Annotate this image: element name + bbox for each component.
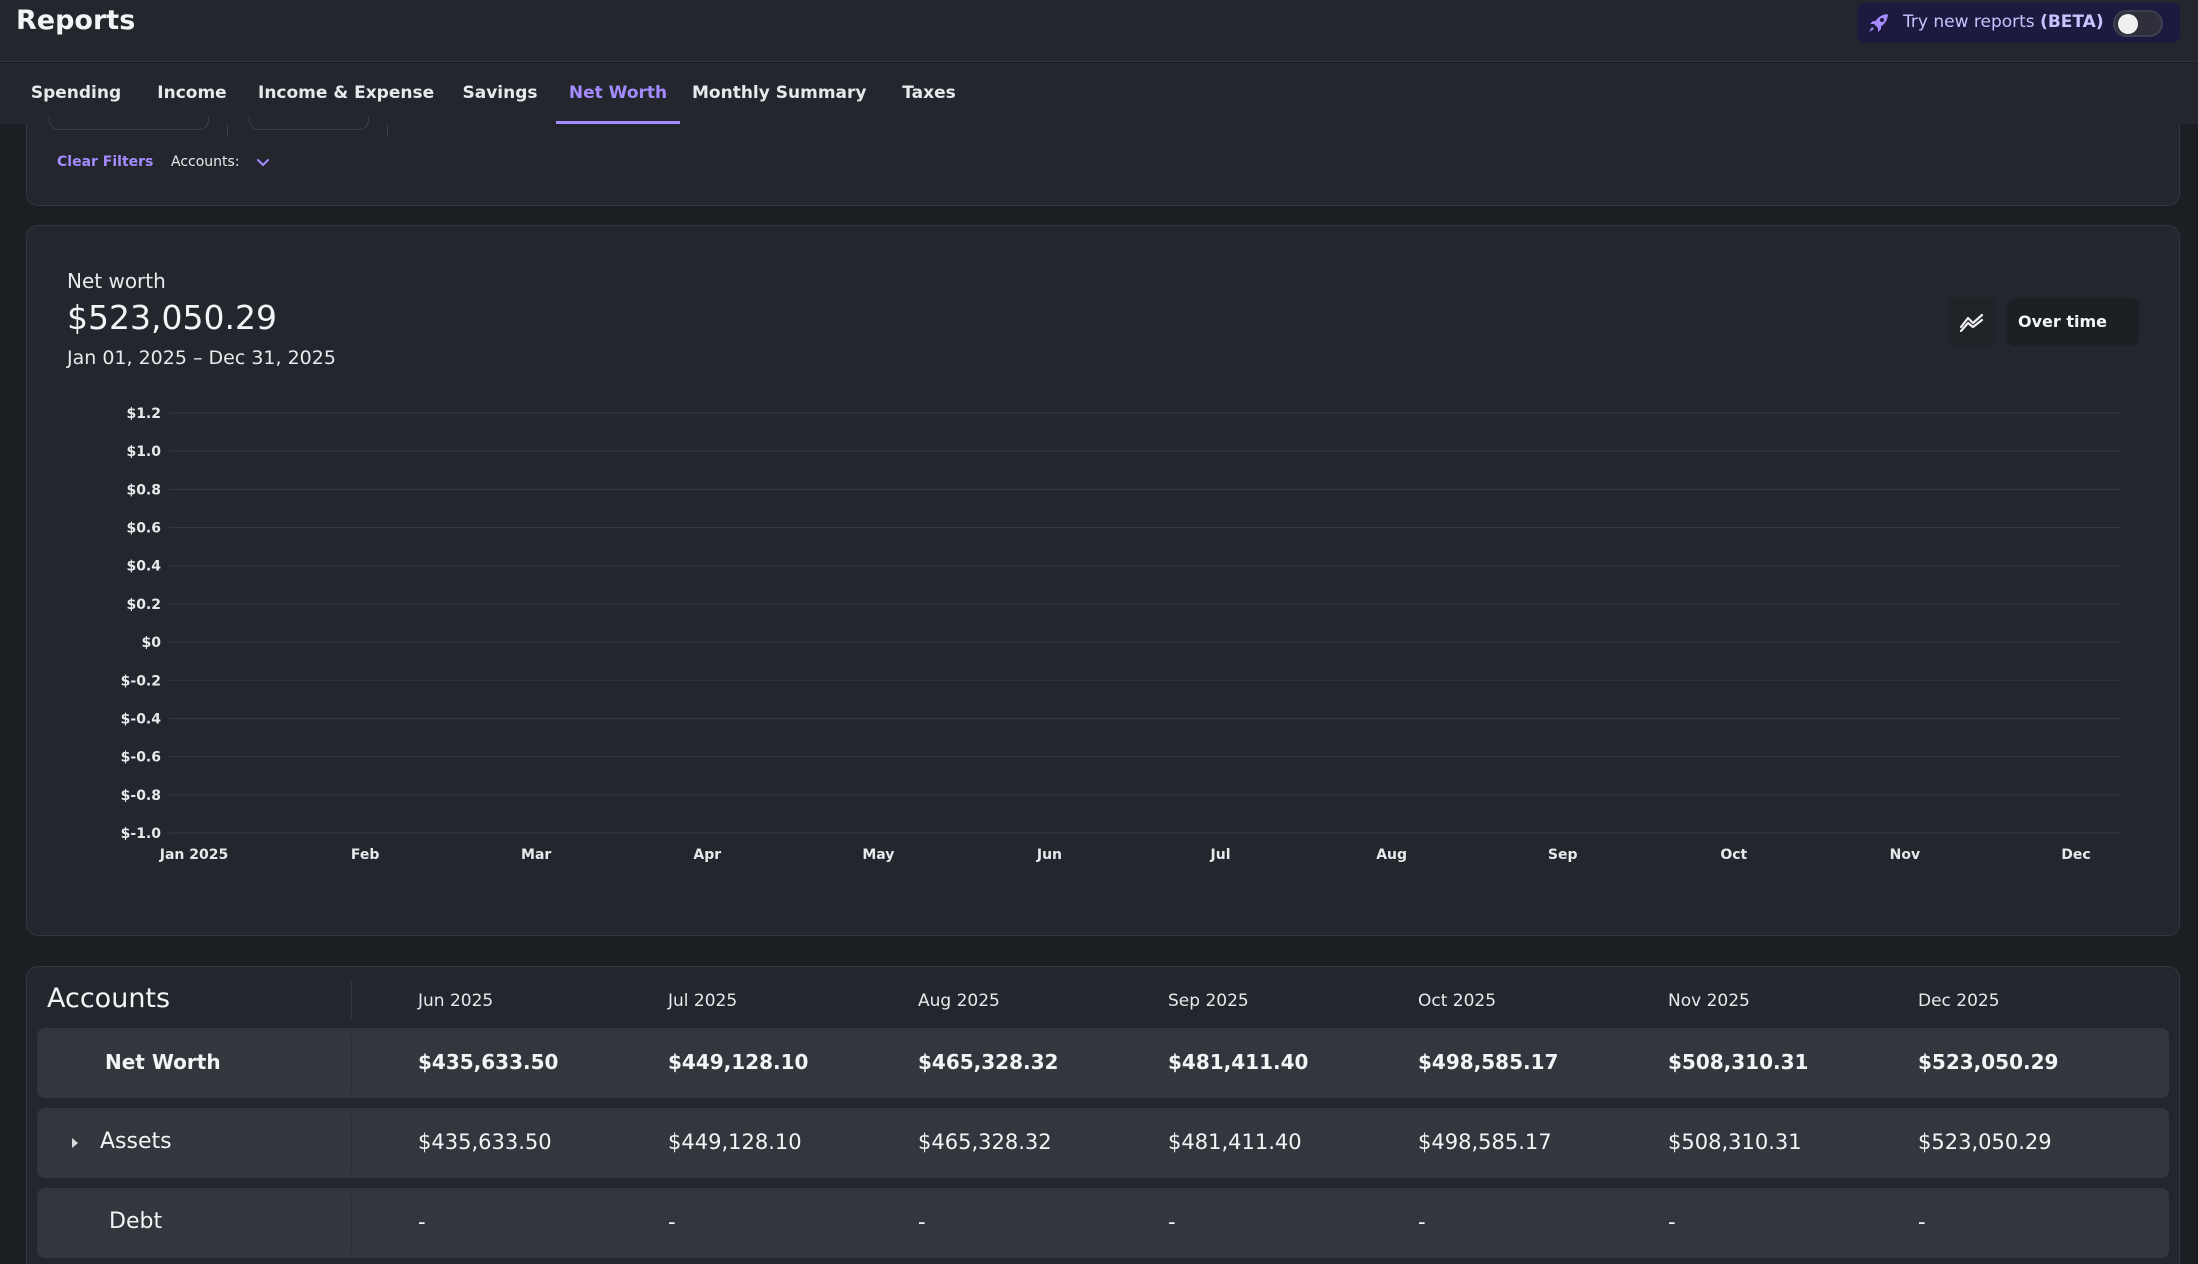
column-divider xyxy=(351,1114,352,1172)
row-label: Net Worth xyxy=(105,1050,221,1074)
y-tick-label: $0 xyxy=(142,635,162,651)
y-tick-label: $0.6 xyxy=(126,521,161,537)
x-tick-label: Oct xyxy=(1720,847,1747,863)
table-cell: - xyxy=(418,1210,426,1234)
y-tick-label: $-0.2 xyxy=(121,673,161,689)
x-tick-label: May xyxy=(862,847,894,863)
tab-net-worth[interactable]: Net Worth xyxy=(556,63,680,124)
x-tick-label: Dec xyxy=(2061,847,2090,863)
column-header: Oct 2025 xyxy=(1418,991,1497,1011)
date-filter[interactable] xyxy=(49,116,209,130)
table-row-net-worth[interactable]: Net Worth $435,633.50 $449,128.10 $465,3… xyxy=(37,1028,2169,1098)
chevron-down-icon[interactable] xyxy=(255,154,271,170)
column-divider xyxy=(351,1034,352,1092)
over-time-dropdown[interactable]: Over time xyxy=(2007,298,2139,346)
rocket-icon xyxy=(1869,14,1888,32)
try-new-reports-label: Try new reports (BETA) xyxy=(1903,12,2104,32)
try-new-reports-pill[interactable]: Try new reports (BETA) xyxy=(1857,3,2180,43)
y-tick-label: $-0.4 xyxy=(121,711,162,727)
tab-monthly-summary[interactable]: Monthly Summary xyxy=(692,83,867,103)
column-header: Aug 2025 xyxy=(918,991,1000,1011)
report-tabs: Spending Income Income & Expense Savings… xyxy=(0,63,2198,124)
y-tick-label: $0.8 xyxy=(126,482,161,498)
table-cell: - xyxy=(918,1210,926,1234)
table-cell: $435,633.50 xyxy=(418,1050,559,1074)
tab-taxes[interactable]: Taxes xyxy=(902,83,956,103)
table-cell: - xyxy=(1168,1210,1176,1234)
table-cell: - xyxy=(668,1210,676,1234)
table-cell: $435,633.50 xyxy=(418,1130,552,1154)
table-cell: $508,310.31 xyxy=(1668,1130,1802,1154)
line-chart-icon xyxy=(1960,313,1984,332)
filter-divider xyxy=(227,124,228,136)
beta-toggle[interactable] xyxy=(2113,10,2163,37)
toggle-knob xyxy=(2118,14,2138,34)
x-tick-label: Mar xyxy=(521,847,551,863)
table-cell: - xyxy=(1918,1210,1926,1234)
filter-divider xyxy=(387,124,388,136)
table-cell: $523,050.29 xyxy=(1918,1050,2059,1074)
x-tick-label: Apr xyxy=(693,847,721,863)
table-cell: - xyxy=(1668,1210,1676,1234)
row-label: Assets xyxy=(100,1129,172,1154)
table-cell: $465,328.32 xyxy=(918,1050,1059,1074)
expand-caret-icon[interactable] xyxy=(72,1138,78,1148)
table-cell: $449,128.10 xyxy=(668,1130,802,1154)
y-tick-label: $1.2 xyxy=(126,406,161,422)
column-header: Dec 2025 xyxy=(1918,991,2000,1011)
chart-type-button[interactable] xyxy=(1948,298,1996,346)
column-header: Nov 2025 xyxy=(1668,991,1750,1011)
beta-tag: (BETA) xyxy=(2040,12,2104,32)
table-cell: $465,328.32 xyxy=(918,1130,1052,1154)
table-cell: $498,585.17 xyxy=(1418,1130,1552,1154)
accounts-title: Accounts xyxy=(47,983,171,1014)
x-tick-label: Nov xyxy=(1890,847,1920,863)
x-tick-label: Jul xyxy=(1210,847,1231,863)
net-worth-label: Net worth xyxy=(67,269,166,293)
tab-spending[interactable]: Spending xyxy=(30,83,122,103)
accounts-filter-dropdown[interactable]: Accounts: xyxy=(171,154,240,170)
table-cell: $481,411.40 xyxy=(1168,1130,1302,1154)
filters-panel: Clear Filters Accounts: xyxy=(26,116,2180,206)
tab-income-expense[interactable]: Income & Expense xyxy=(258,83,435,103)
y-tick-label: $-0.8 xyxy=(121,788,161,804)
date-range: Jan 01, 2025 – Dec 31, 2025 xyxy=(67,347,336,369)
table-cell: - xyxy=(1418,1210,1426,1234)
page-title: Reports xyxy=(16,5,136,36)
table-cell: $498,585.17 xyxy=(1418,1050,1559,1074)
table-cell: $449,128.10 xyxy=(668,1050,809,1074)
compare-filter[interactable] xyxy=(249,116,369,130)
y-tick-label: $-1.0 xyxy=(121,826,162,842)
x-tick-label: Jun xyxy=(1036,847,1062,863)
column-header: Sep 2025 xyxy=(1168,991,1249,1011)
column-header: Jul 2025 xyxy=(668,991,738,1011)
column-header: Jun 2025 xyxy=(418,991,494,1011)
accounts-table: Accounts Jun 2025 Jul 2025 Aug 2025 Sep … xyxy=(26,966,2180,1264)
y-tick-label: $0.4 xyxy=(126,559,161,575)
row-label: Debt xyxy=(109,1209,163,1234)
y-tick-label: $0.2 xyxy=(126,597,161,613)
beta-prefix: Try new reports xyxy=(1903,12,2041,32)
table-cell: $508,310.31 xyxy=(1668,1050,1809,1074)
tab-income[interactable]: Income xyxy=(157,83,227,103)
net-worth-chart-card: $1.2 $1.0 $0.8 $0.6 $0.4 $0.2 $0 $-0.2 $-0.4 $-0.… xyxy=(26,225,2180,936)
x-tick-label: Aug xyxy=(1376,847,1407,863)
column-divider xyxy=(351,1194,352,1252)
y-tick-label: $1.0 xyxy=(126,444,161,460)
table-row-debt[interactable]: Debt - - - - - - - xyxy=(37,1188,2169,1258)
x-tick-label: Sep xyxy=(1548,847,1578,863)
table-cell: $523,050.29 xyxy=(1918,1130,2052,1154)
top-header: Reports Try new reports (BETA) xyxy=(0,0,2198,62)
table-cell: $481,411.40 xyxy=(1168,1050,1309,1074)
tab-savings[interactable]: Savings xyxy=(462,83,538,103)
net-worth-chart: $1.2 $1.0 $0.8 $0.6 $0.4 $0.2 $0 $-0.2 $-0.4 $-0.… xyxy=(121,406,2121,863)
clear-filters-link[interactable]: Clear Filters xyxy=(57,154,154,170)
x-tick-label: Feb xyxy=(351,847,380,863)
table-row-assets[interactable]: Assets $435,633.50 $449,128.10 $465,328.… xyxy=(37,1108,2169,1178)
net-worth-value: $523,050.29 xyxy=(67,298,277,337)
column-divider xyxy=(351,981,352,1019)
x-tick-label: Jan 2025 xyxy=(159,847,228,863)
y-tick-label: $-0.6 xyxy=(121,750,161,766)
